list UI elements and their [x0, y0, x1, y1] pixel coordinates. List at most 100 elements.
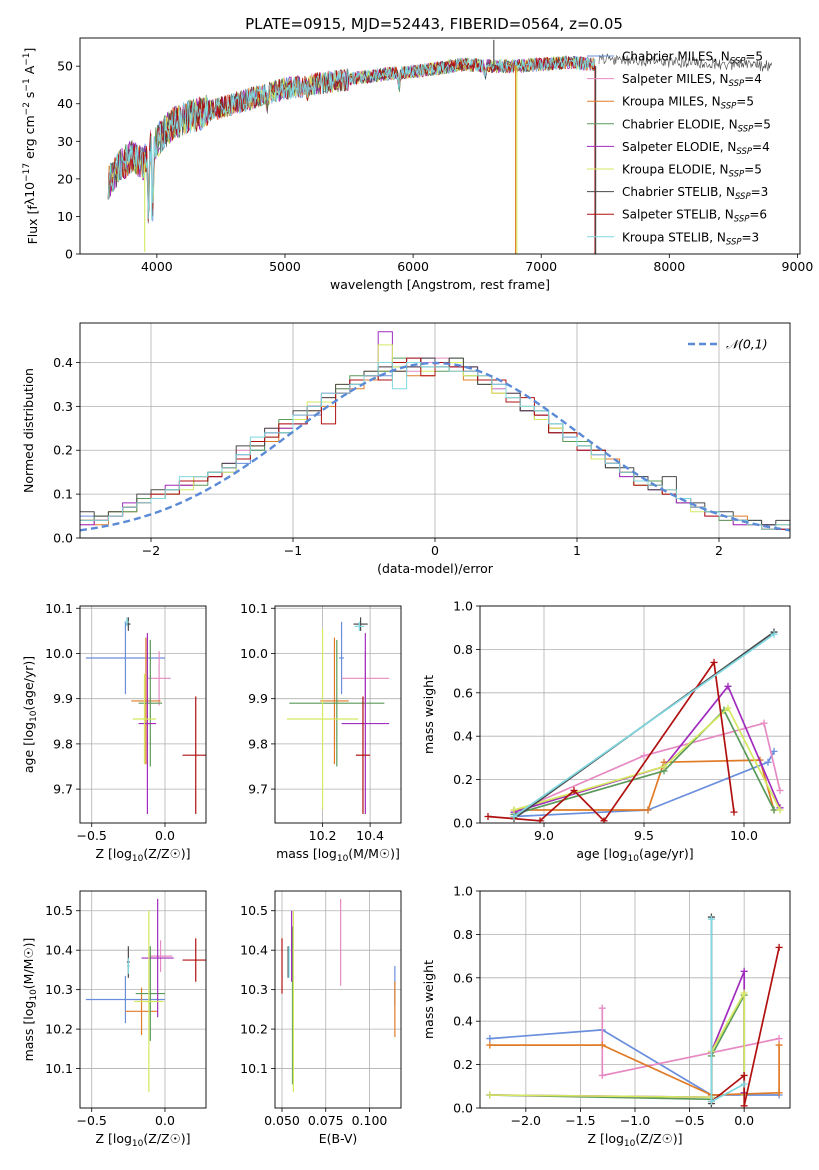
label-fragment: =5	[745, 50, 763, 64]
label-fragment: Flux [f	[25, 205, 40, 245]
label-fragment: =3	[751, 185, 769, 199]
histogram-step	[80, 357, 790, 530]
label-fragment: log	[318, 846, 337, 861]
data-point-marker	[730, 808, 738, 816]
data-point-marker	[644, 806, 652, 814]
label-fragment: −1	[22, 52, 32, 65]
y-axis-label: mass weight	[421, 960, 436, 1039]
panel-age_vs_Z: −0.5 0.09.79.89.910.010.1Z [log10(Z/Z☉)]a…	[21, 601, 207, 864]
y-tick-label: 0.2	[53, 443, 73, 458]
data-point-marker	[776, 806, 784, 814]
plot-area	[286, 617, 390, 814]
plot-area	[486, 913, 783, 1108]
plot-area	[281, 898, 396, 1093]
plot-area	[484, 628, 784, 823]
label-fragment: Kroupa MILES, N	[622, 95, 721, 109]
panel-residuals: −2 −1 0 1 2 0.0 0.1 0.2 0.3 0.4 (data-model)/error…	[21, 322, 791, 576]
data-point-marker	[510, 806, 518, 814]
legend-label: Salpeter ELODIE, NSSP=4	[622, 140, 770, 157]
x-tick-label: 0	[431, 543, 439, 558]
data-point-marker	[764, 758, 772, 766]
label-fragment: log	[605, 1131, 624, 1146]
label-fragment: −2	[22, 102, 32, 115]
label-fragment: age [	[576, 846, 608, 861]
label-fragment: (M/M☉)]	[21, 938, 36, 990]
x-tick-label: 8000	[653, 259, 685, 274]
data-point-marker	[776, 786, 784, 794]
y-tick-label: 10.3	[45, 982, 73, 997]
label-fragment: SSP	[734, 215, 750, 225]
x-tick-label: 6000	[397, 259, 429, 274]
y-tick-label: 9.7	[53, 782, 73, 797]
label-fragment: Z [	[587, 1131, 604, 1146]
y-tick-label: 10.4	[45, 943, 73, 958]
x-tick-label: −1	[284, 543, 302, 558]
label-fragment: SSP	[736, 147, 752, 157]
y-tick-label: 0	[65, 247, 73, 262]
label-fragment: SSP	[729, 170, 745, 180]
label-fragment: =6	[749, 208, 767, 222]
x-tick-label: −1.5	[565, 1113, 595, 1128]
plot-area	[85, 898, 206, 1093]
x-tick-label: 0.050	[264, 1113, 300, 1128]
y-tick-label: 0.4	[53, 355, 73, 370]
label-fragment: Kroupa STELIB, N	[622, 230, 726, 244]
x-tick-label: −0.5	[77, 828, 107, 843]
spectrum-line	[107, 56, 596, 220]
y-tick-label: 1.0	[453, 599, 473, 614]
data-point-marker	[724, 682, 732, 690]
x-tick-label: −2.0	[511, 1113, 541, 1128]
label-fragment: age [	[21, 741, 36, 773]
x-tick-label: −2	[142, 543, 160, 558]
label-fragment: 10	[132, 1139, 144, 1149]
y-tick-label: 10.5	[45, 903, 73, 918]
y-tick-label: 0.8	[453, 927, 473, 942]
y-tick-label: 10.0	[45, 646, 73, 661]
data-point-marker	[600, 817, 608, 823]
label-fragment: (age/yr)]	[21, 656, 36, 711]
data-point-marker	[775, 1035, 783, 1043]
label-fragment: (Z/Z☉)]	[143, 846, 190, 861]
panel-age_vs_mass: 10.2 10.4 9.7 9.8 9.9 10.0 10.1 mass [log10(M/M…	[240, 601, 402, 864]
data-point-marker	[510, 812, 518, 820]
y-tick-label: 40	[57, 96, 73, 111]
label-fragment: wavelength [Angstrom, rest frame]	[330, 277, 550, 292]
normal-reference-curve	[80, 361, 790, 532]
x-tick-label: 0.0	[155, 828, 175, 843]
y-tick-label: 0.2	[453, 1057, 473, 1072]
data-point-marker	[598, 1041, 606, 1049]
legend-label: Kroupa ELODIE, NSSP=5	[622, 163, 762, 180]
weight-line	[489, 970, 746, 1099]
label-fragment: SSP	[726, 237, 742, 247]
label-fragment: =5	[753, 117, 771, 131]
histogram-step	[80, 362, 790, 530]
label-fragment: =3	[742, 230, 760, 244]
weight-line	[489, 1044, 780, 1096]
label-fragment: (Z/Z☉)]	[143, 1131, 190, 1146]
label-fragment: ]	[22, 48, 37, 53]
data-point-marker	[570, 786, 578, 794]
label-fragment: (age/yr)]	[639, 846, 694, 861]
x-tick-label: 9.5	[634, 828, 654, 843]
data-point-marker	[760, 719, 768, 727]
label-fragment: SSP	[738, 124, 754, 134]
label-fragment: =5	[736, 95, 754, 109]
label-fragment: Chabrier ELODIE, N	[622, 117, 738, 131]
y-tick-label: 10.1	[45, 1061, 73, 1076]
y-axis-label: mass weight	[421, 675, 436, 754]
weight-line	[513, 709, 775, 816]
x-axis-label: (data-model)/error	[377, 561, 494, 576]
legend-label: Kroupa MILES, NSSP=5	[622, 95, 754, 112]
y-tick-label: 9.9	[248, 691, 268, 706]
y-tick-label: 0.6	[453, 685, 473, 700]
label-fragment: erg cm	[22, 115, 37, 163]
y-tick-label: 0.6	[453, 970, 473, 985]
label-fragment: Kroupa ELODIE, N	[622, 163, 729, 177]
axes-frame	[479, 605, 791, 824]
weight-line	[489, 994, 746, 1101]
label-fragment: =5	[744, 163, 762, 177]
label-fragment: log	[608, 846, 627, 861]
x-tick-label: −1.0	[620, 1113, 650, 1128]
axes-frame	[479, 890, 791, 1109]
y-tick-label: 30	[57, 134, 73, 149]
